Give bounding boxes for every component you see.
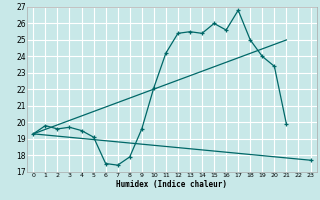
X-axis label: Humidex (Indice chaleur): Humidex (Indice chaleur): [116, 180, 228, 189]
